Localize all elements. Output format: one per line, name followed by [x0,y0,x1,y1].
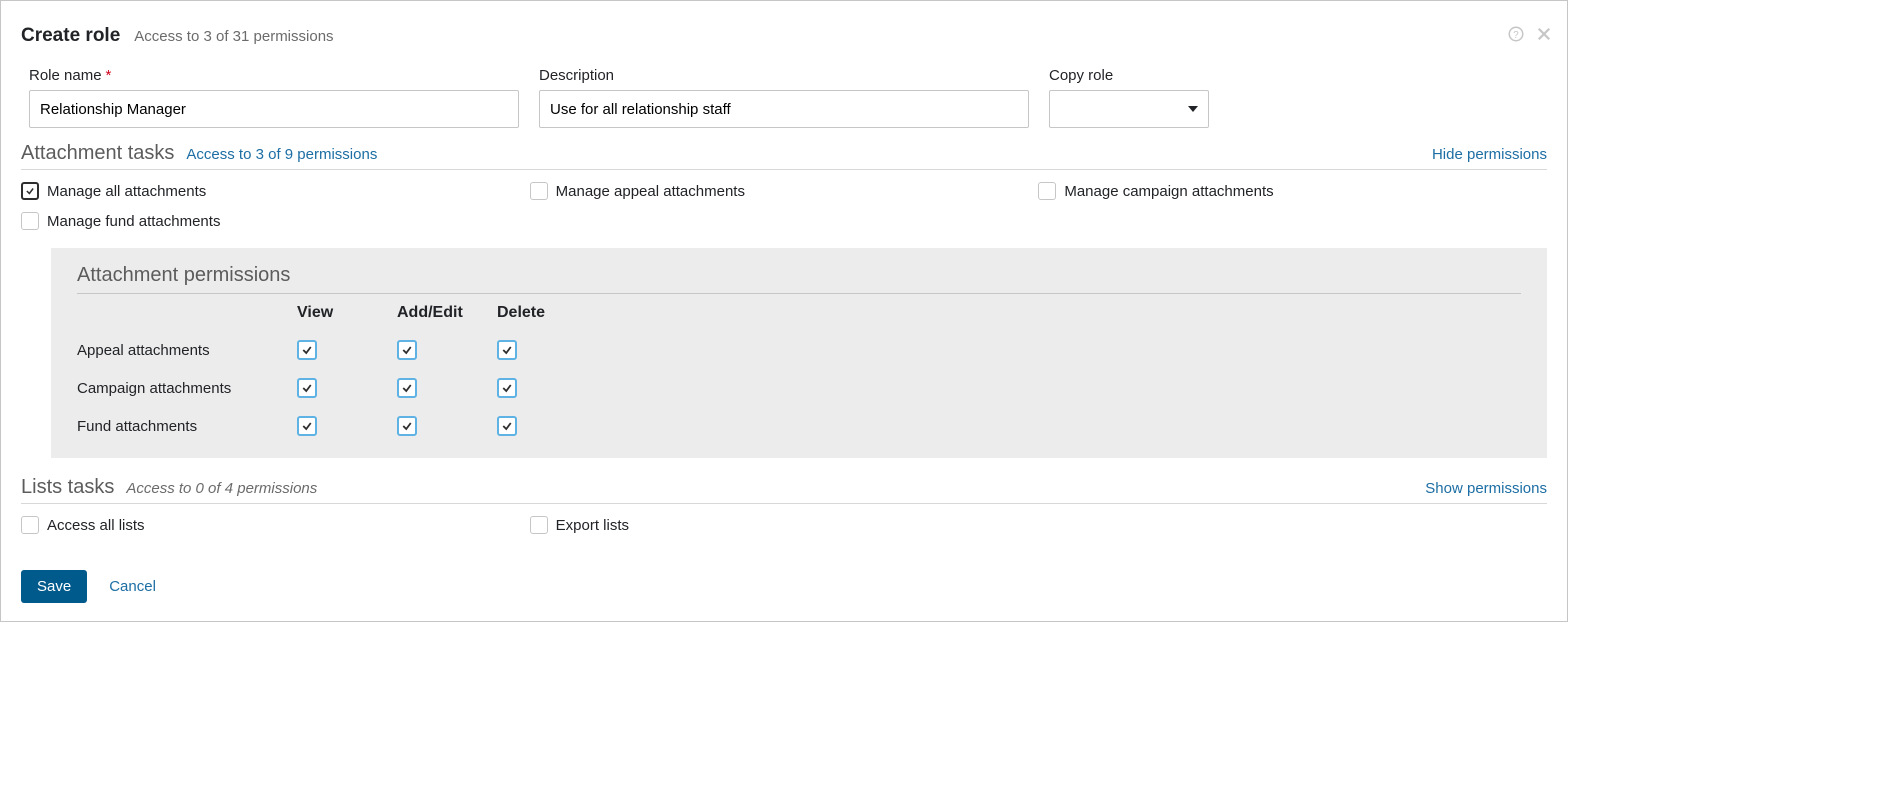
lists-tasks-section: Lists tasks Access to 0 of 4 permissions… [1,458,1567,542]
perm-checkbox[interactable] [397,416,417,436]
chevron-down-icon [1188,106,1198,112]
checkbox-box[interactable] [530,182,548,200]
perm-checkbox[interactable] [497,416,517,436]
show-permissions-link[interactable]: Show permissions [1425,480,1547,497]
perm-cell [397,340,497,360]
cancel-button[interactable]: Cancel [103,577,162,596]
page-subtitle: Access to 3 of 31 permissions [134,28,333,45]
copy-role-field: Copy role [1049,67,1209,128]
export-lists-checkbox: Export lists [530,516,1039,534]
copy-role-label: Copy role [1049,67,1209,84]
role-name-field: Role name* [29,67,519,128]
perm-checkbox[interactable] [497,340,517,360]
description-input[interactable] [539,90,1029,128]
copy-role-select[interactable] [1049,90,1209,128]
perm-row-label: Campaign attachments [77,380,297,397]
attachment-permissions-panel: Attachment permissions View Add/Edit Del… [51,248,1547,458]
perm-cell [497,340,597,360]
perm-col-view: View [297,304,397,322]
role-name-label: Role name* [29,67,519,84]
perm-cell [497,378,597,398]
checkbox-box[interactable] [21,182,39,200]
perm-col-delete: Delete [497,304,597,322]
perm-checkbox[interactable] [297,378,317,398]
footer: Save Cancel [1,542,1567,603]
checkbox-label: Export lists [556,517,629,534]
manage-campaign-attachments-checkbox: Manage campaign attachments [1038,182,1547,200]
header-icons: ? [1507,25,1553,48]
perm-cell [297,340,397,360]
checkbox-label: Manage campaign attachments [1064,183,1273,200]
perm-cell [297,378,397,398]
attachment-tasks-section: Attachment tasks Access to 3 of 9 permis… [1,132,1567,458]
lists-checkbox-grid: Access all lists Export lists [21,504,1547,542]
save-button[interactable]: Save [21,570,87,603]
checkbox-label: Manage appeal attachments [556,183,745,200]
close-icon[interactable] [1535,25,1553,48]
attachment-section-title: Attachment tasks [21,142,174,165]
manage-appeal-attachments-checkbox: Manage appeal attachments [530,182,1039,200]
lists-section-subtitle: Access to 0 of 4 permissions [126,480,317,497]
perm-row-label: Fund attachments [77,418,297,435]
perm-cell [297,416,397,436]
role-name-input[interactable] [29,90,519,128]
form-row: Role name* Description Copy role [1,55,1567,132]
lists-section-title: Lists tasks [21,476,114,499]
perm-checkbox[interactable] [397,340,417,360]
perm-checkbox[interactable] [297,340,317,360]
checkbox-box[interactable] [1038,182,1056,200]
page-title: Create role [21,25,120,47]
attachment-section-header: Attachment tasks Access to 3 of 9 permis… [21,142,1547,170]
checkbox-box[interactable] [21,516,39,534]
checkbox-label: Manage all attachments [47,183,206,200]
attachment-permissions-table: View Add/Edit Delete Appeal attachments C… [77,304,1521,436]
perm-checkbox[interactable] [397,378,417,398]
description-field: Description [539,67,1029,128]
perm-cell [397,416,497,436]
checkbox-box[interactable] [530,516,548,534]
perm-row-label: Appeal attachments [77,342,297,359]
attachment-permissions-title: Attachment permissions [77,264,1521,294]
help-icon[interactable]: ? [1507,25,1525,48]
perm-cell [497,416,597,436]
lists-section-header: Lists tasks Access to 0 of 4 permissions… [21,476,1547,504]
panel-header: Create role Access to 3 of 31 permission… [1,1,1567,55]
attachment-checkbox-grid: Manage all attachments Manage appeal att… [21,170,1547,238]
checkbox-box[interactable] [21,212,39,230]
create-role-panel: Create role Access to 3 of 31 permission… [0,0,1568,622]
checkbox-label: Access all lists [47,517,145,534]
perm-cell [397,378,497,398]
perm-checkbox[interactable] [497,378,517,398]
perm-checkbox[interactable] [297,416,317,436]
svg-text:?: ? [1513,30,1519,41]
manage-fund-attachments-checkbox: Manage fund attachments [21,212,530,230]
description-label: Description [539,67,1029,84]
access-all-lists-checkbox: Access all lists [21,516,530,534]
perm-col-addedit: Add/Edit [397,304,497,322]
attachment-section-subtitle[interactable]: Access to 3 of 9 permissions [186,146,377,163]
manage-all-attachments-checkbox: Manage all attachments [21,182,530,200]
hide-permissions-link[interactable]: Hide permissions [1432,146,1547,163]
checkbox-label: Manage fund attachments [47,213,220,230]
